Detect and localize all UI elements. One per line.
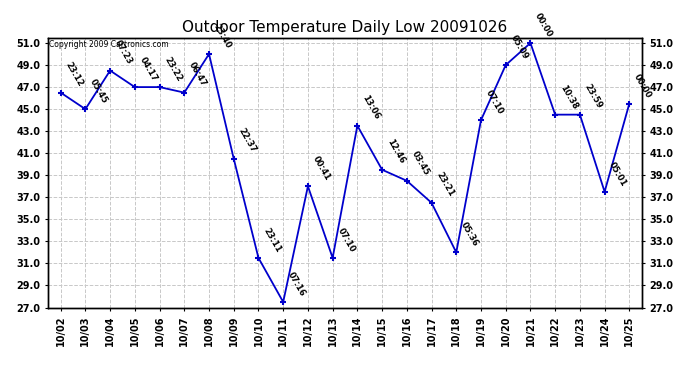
Text: 12:46: 12:46: [385, 138, 406, 166]
Text: 05:45: 05:45: [88, 77, 109, 105]
Text: 13:06: 13:06: [360, 94, 382, 122]
Text: 00:00: 00:00: [632, 72, 653, 99]
Text: 00:41: 00:41: [310, 154, 332, 182]
Text: 07:10: 07:10: [484, 88, 505, 116]
Text: 05:36: 05:36: [459, 220, 480, 248]
Text: 00:00: 00:00: [533, 12, 554, 39]
Text: 10:38: 10:38: [558, 83, 579, 111]
Text: 23:59: 23:59: [582, 83, 604, 111]
Text: 23:21: 23:21: [434, 171, 455, 199]
Text: 05:09: 05:09: [509, 33, 529, 61]
Text: 05:01: 05:01: [607, 160, 629, 188]
Text: 23:22: 23:22: [162, 55, 184, 83]
Text: 07:10: 07:10: [335, 226, 357, 254]
Text: 07:16: 07:16: [286, 270, 307, 298]
Text: 23:40: 23:40: [212, 22, 233, 50]
Text: 23:11: 23:11: [262, 226, 282, 254]
Text: 03:45: 03:45: [410, 149, 431, 177]
Text: 23:12: 23:12: [63, 61, 85, 88]
Text: 06:47: 06:47: [187, 61, 208, 88]
Text: 07:23: 07:23: [113, 39, 134, 66]
Title: Outdoor Temperature Daily Low 20091026: Outdoor Temperature Daily Low 20091026: [182, 20, 508, 35]
Text: 22:37: 22:37: [237, 127, 257, 154]
Text: Copyright 2009 Cartronics.com: Copyright 2009 Cartronics.com: [50, 40, 169, 49]
Text: 04:17: 04:17: [137, 56, 159, 83]
